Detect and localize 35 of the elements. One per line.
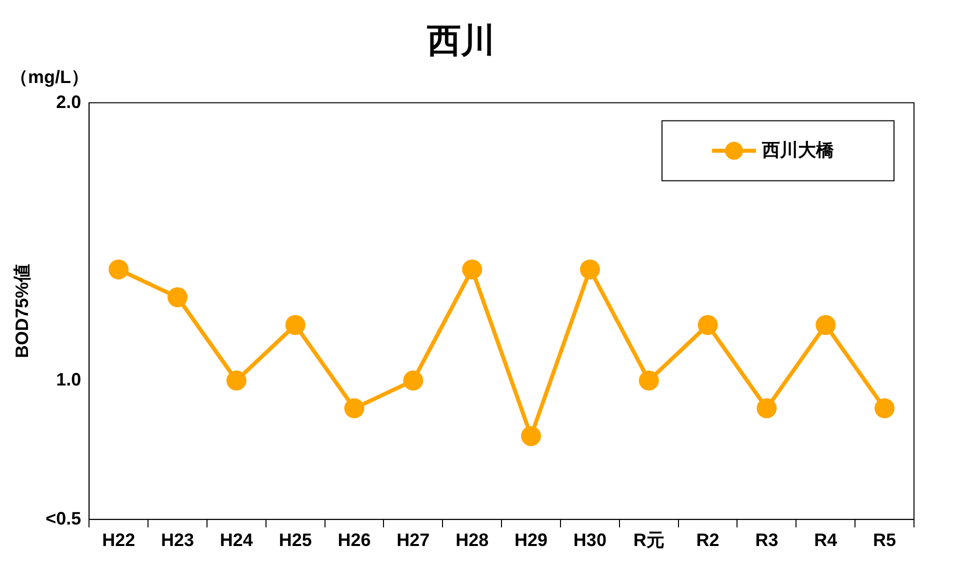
x-tick-label: H24 xyxy=(220,530,253,550)
point xyxy=(462,259,482,280)
point xyxy=(403,370,424,391)
x-tick-label: H25 xyxy=(278,530,312,550)
point xyxy=(226,370,246,391)
legend-label: 西川大橋 xyxy=(761,140,835,160)
point xyxy=(168,287,188,308)
x-tick-label: H30 xyxy=(573,530,606,550)
x-tick-label: H23 xyxy=(160,530,194,550)
x-tick-label: R3 xyxy=(755,530,778,550)
point xyxy=(521,426,542,446)
point xyxy=(698,314,718,335)
x-tick-label: R5 xyxy=(873,530,896,550)
point xyxy=(816,314,836,335)
x-tick-label: R元 xyxy=(633,530,664,550)
x-tick-label: H27 xyxy=(396,530,430,550)
x-tick-label: H22 xyxy=(102,530,136,550)
text: （mg/L） xyxy=(10,66,89,87)
x-tick-label: H26 xyxy=(338,530,371,550)
point xyxy=(285,314,306,335)
x-tick-label: H29 xyxy=(514,530,548,550)
x-tick-label: H28 xyxy=(456,530,489,550)
point xyxy=(344,398,364,418)
point xyxy=(638,370,659,391)
y-axis-title: BOD75%値 xyxy=(12,264,32,358)
chart-title: 西川 xyxy=(426,22,495,60)
x-tick-label: R4 xyxy=(814,530,838,550)
x-tick-label: R2 xyxy=(696,530,720,550)
point xyxy=(756,398,777,418)
y-tick-label: 1.0 xyxy=(56,370,82,390)
y-tick-label: <0.5 xyxy=(46,508,82,528)
point xyxy=(874,398,895,418)
point xyxy=(580,259,600,280)
y-tick-label: 2.0 xyxy=(56,92,82,112)
point xyxy=(108,259,129,280)
